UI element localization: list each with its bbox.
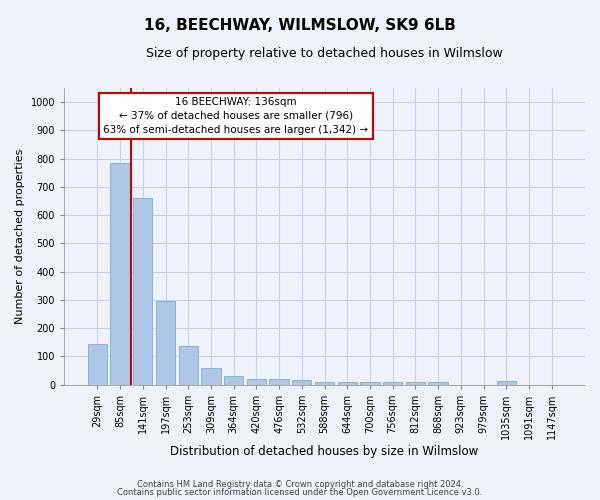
Text: 16 BEECHWAY: 136sqm
← 37% of detached houses are smaller (796)
63% of semi-detac: 16 BEECHWAY: 136sqm ← 37% of detached ho…	[103, 97, 368, 135]
X-axis label: Distribution of detached houses by size in Wilmslow: Distribution of detached houses by size …	[170, 444, 479, 458]
Bar	[361, 382, 380, 384]
Bar	[338, 382, 357, 384]
Bar	[202, 368, 221, 384]
Bar	[428, 382, 448, 384]
Bar	[247, 379, 266, 384]
Bar	[88, 344, 107, 385]
Bar	[406, 382, 425, 384]
Bar	[179, 346, 198, 385]
Title: Size of property relative to detached houses in Wilmslow: Size of property relative to detached ho…	[146, 48, 503, 60]
Bar	[133, 198, 152, 384]
Bar	[292, 380, 311, 384]
Bar	[224, 376, 244, 384]
Bar	[383, 382, 403, 384]
Bar	[269, 379, 289, 384]
Bar	[110, 164, 130, 384]
Text: 16, BEECHWAY, WILMSLOW, SK9 6LB: 16, BEECHWAY, WILMSLOW, SK9 6LB	[144, 18, 456, 32]
Text: Contains HM Land Registry data © Crown copyright and database right 2024.: Contains HM Land Registry data © Crown c…	[137, 480, 463, 489]
Text: Contains public sector information licensed under the Open Government Licence v3: Contains public sector information licen…	[118, 488, 482, 497]
Y-axis label: Number of detached properties: Number of detached properties	[15, 148, 25, 324]
Bar	[497, 381, 516, 384]
Bar	[315, 382, 334, 384]
Bar	[156, 301, 175, 384]
